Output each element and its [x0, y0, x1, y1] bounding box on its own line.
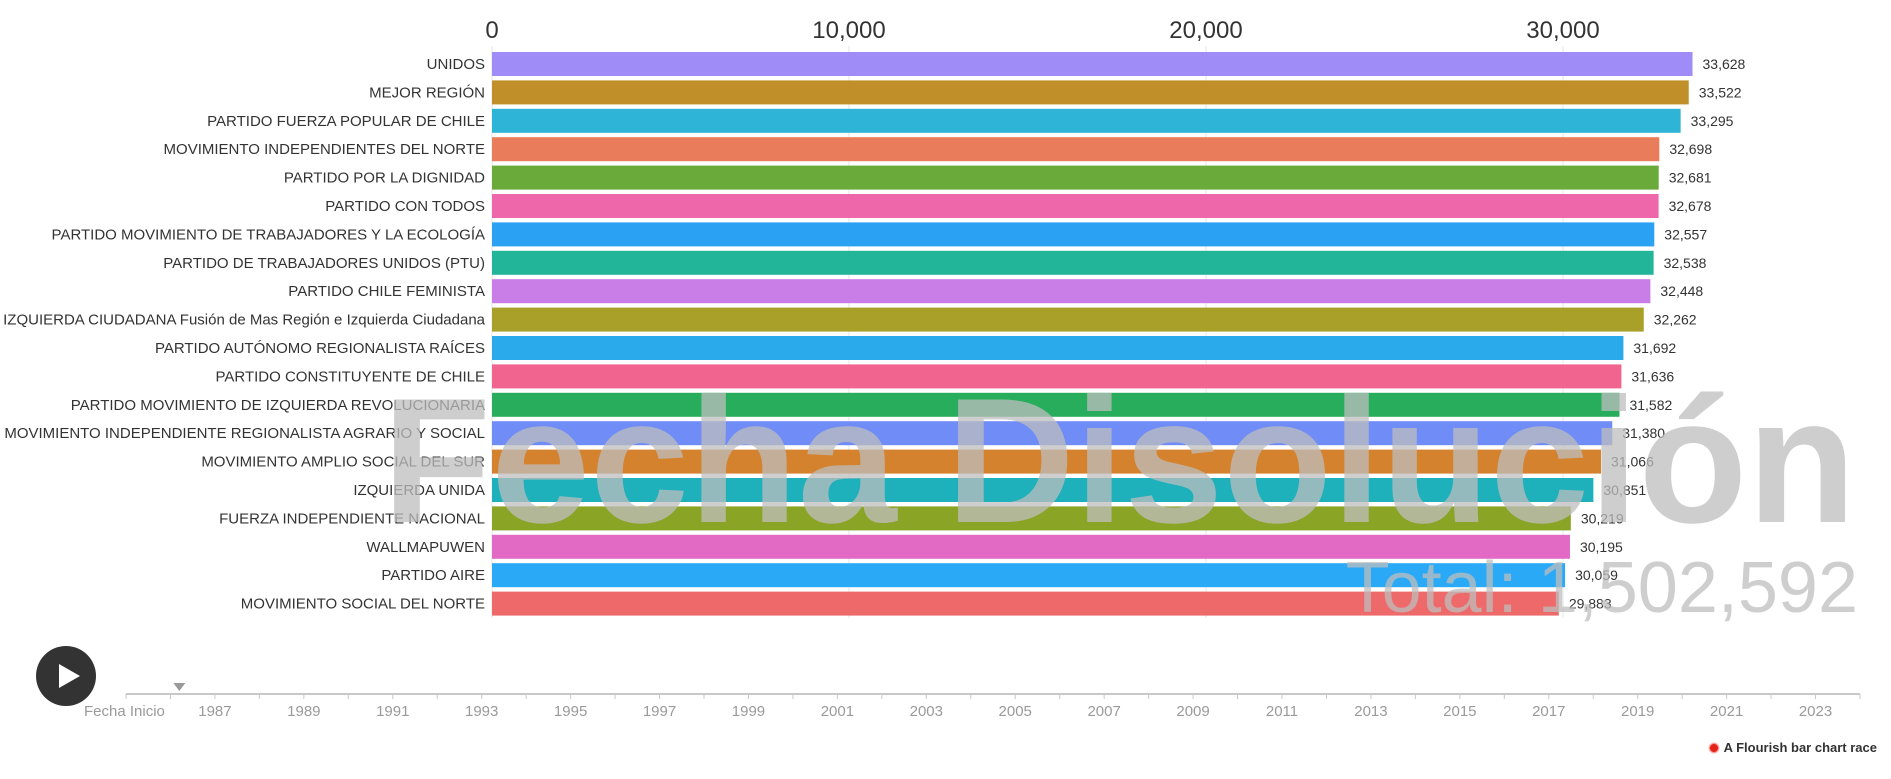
bar-category-label: PARTIDO POR LA DIGNIDAD — [284, 170, 485, 187]
bar-value-label: 31,692 — [1633, 340, 1676, 356]
bar — [492, 534, 1570, 559]
bar-category-label: PARTIDO AUTÓNOMO REGIONALISTA RAÍCES — [155, 340, 485, 357]
bar-value-label: 32,678 — [1669, 198, 1712, 214]
bar-value-label: 29,883 — [1569, 596, 1612, 612]
bar-value-label: 30,059 — [1575, 567, 1618, 583]
bar — [492, 194, 1659, 218]
timeline-year-label: 2003 — [910, 703, 943, 720]
bar-value-label: 31,066 — [1611, 454, 1654, 470]
x-tick-label: 0 — [485, 17, 498, 44]
bar-value-label: 33,522 — [1699, 84, 1742, 100]
timeline-start-label: Fecha Inicio — [84, 703, 165, 720]
x-tick-label: 30,000 — [1526, 17, 1599, 44]
x-tick-label: 10,000 — [812, 17, 885, 44]
timeline-year-label: 2013 — [1354, 703, 1387, 720]
bar — [492, 165, 1659, 190]
timeline-year-label: 1991 — [376, 703, 409, 720]
bar — [492, 449, 1602, 474]
timeline-year-label: 1989 — [287, 703, 320, 720]
bar — [492, 364, 1622, 389]
bars-group: UNIDOS 33,628 MEJOR REGIÓN 33,522 PARTIDO FU… — [0, 52, 1746, 616]
timeline-year-label: 1993 — [465, 703, 498, 720]
play-button[interactable] — [36, 646, 96, 706]
bar-category-label: PARTIDO CONSTITUYENTE DE CHILE — [216, 368, 485, 385]
bar-category-label: FUERZA INDEPENDIENTE NACIONAL — [219, 510, 485, 527]
flourish-credit-link[interactable]: A Flourish bar chart race — [1707, 740, 1877, 755]
bar-value-label: 31,636 — [1631, 368, 1674, 384]
bar-category-label: WALLMAPUWEN — [366, 539, 485, 556]
timeline-year-label: 2005 — [999, 703, 1032, 720]
bar-value-label: 30,851 — [1603, 482, 1646, 498]
timeline[interactable]: Fecha Inicio 1987 1989 1991 1993 1995 1997 1999… — [84, 683, 1861, 720]
flourish-burst-icon — [1707, 741, 1720, 754]
bar-category-label: MOVIMIENTO INDEPENDIENTES DEL NORTE — [164, 141, 485, 158]
bar — [492, 52, 1693, 76]
timeline-year-label: 2015 — [1443, 703, 1476, 720]
play-icon — [59, 664, 80, 688]
bar-category-label: MOVIMIENTO SOCIAL DEL NORTE — [241, 596, 485, 613]
bar-value-label: 31,380 — [1622, 425, 1665, 441]
bar — [492, 108, 1681, 133]
bar — [492, 279, 1651, 304]
bar-value-label: 32,681 — [1669, 170, 1712, 186]
timeline-year-label: 1999 — [732, 703, 765, 720]
bar-value-label: 32,698 — [1669, 141, 1712, 157]
bar-category-label: PARTIDO MOVIMIENTO DE IZQUIERDA REVOLUCI… — [71, 397, 485, 414]
bar-value-label: 31,582 — [1629, 397, 1672, 413]
bar-category-label: PARTIDO CHILE FEMINISTA — [288, 283, 485, 300]
bar-value-label: 30,195 — [1580, 539, 1623, 555]
bar-category-label: PARTIDO FUERZA POPULAR DE CHILE — [207, 113, 485, 130]
bar-value-label: 32,262 — [1654, 312, 1697, 328]
bar-value-label: 33,295 — [1691, 113, 1734, 129]
timeline-year-label: 2009 — [1176, 703, 1209, 720]
timeline-year-label: 2007 — [1087, 703, 1120, 720]
credit-text: A Flourish bar chart race — [1723, 740, 1877, 755]
timeline-year-label: 1997 — [643, 703, 676, 720]
bar-category-label: PARTIDO MOVIMIENTO DE TRABAJADORES Y LA … — [52, 226, 485, 243]
bar-category-label: MOVIMIENTO INDEPENDIENTE REGIONALISTA AG… — [4, 425, 485, 442]
bar-category-label: PARTIDO CON TODOS — [325, 198, 485, 215]
bar — [492, 392, 1620, 417]
bar — [492, 336, 1624, 360]
bar — [492, 506, 1571, 531]
bar — [492, 421, 1613, 446]
bar-category-label: PARTIDO AIRE — [381, 567, 485, 584]
bar — [492, 563, 1566, 588]
bar — [492, 137, 1660, 162]
bar-category-label: MOVIMIENTO AMPLIO SOCIAL DEL SUR — [201, 454, 485, 471]
bar — [492, 307, 1644, 332]
timeline-year-label: 2019 — [1621, 703, 1654, 720]
bar — [492, 250, 1654, 275]
bar-value-label: 32,448 — [1660, 283, 1703, 299]
timeline-handle[interactable] — [173, 683, 186, 691]
bar-value-label: 32,538 — [1664, 255, 1707, 271]
timeline-year-label: 1995 — [554, 703, 587, 720]
bar — [492, 222, 1655, 247]
bar-category-label: PARTIDO DE TRABAJADORES UNIDOS (PTU) — [163, 255, 485, 272]
timeline-year-label: 2011 — [1266, 703, 1298, 720]
bar — [492, 591, 1559, 616]
watermark-label: Fecha Disolución — [382, 361, 1856, 560]
x-tick-label: 20,000 — [1169, 17, 1242, 44]
timeline-year-label: 2021 — [1710, 703, 1743, 720]
x-axis: 0 10,000 20,000 30,000 — [485, 17, 1599, 44]
bar-value-label: 30,219 — [1581, 510, 1624, 526]
timeline-year-label: 2017 — [1532, 703, 1565, 720]
bar — [492, 80, 1689, 105]
bar — [492, 478, 1594, 502]
bar-value-label: 32,557 — [1664, 226, 1707, 242]
bar-category-label: IZQUIERDA UNIDA — [353, 482, 485, 499]
timeline-year-label: 1987 — [198, 703, 231, 720]
bar-category-label: MEJOR REGIÓN — [369, 84, 485, 101]
total-label: Total: 1,502,592 — [1346, 548, 1858, 628]
bar-category-label: UNIDOS — [427, 56, 485, 73]
timeline-year-label: 2001 — [821, 703, 854, 720]
timeline-year-label: 2023 — [1799, 703, 1832, 720]
bar-value-label: 33,628 — [1703, 56, 1746, 72]
bar-category-label: MAS IZQUIERDA CIUDADANA Fusión de Mas Re… — [0, 312, 486, 329]
